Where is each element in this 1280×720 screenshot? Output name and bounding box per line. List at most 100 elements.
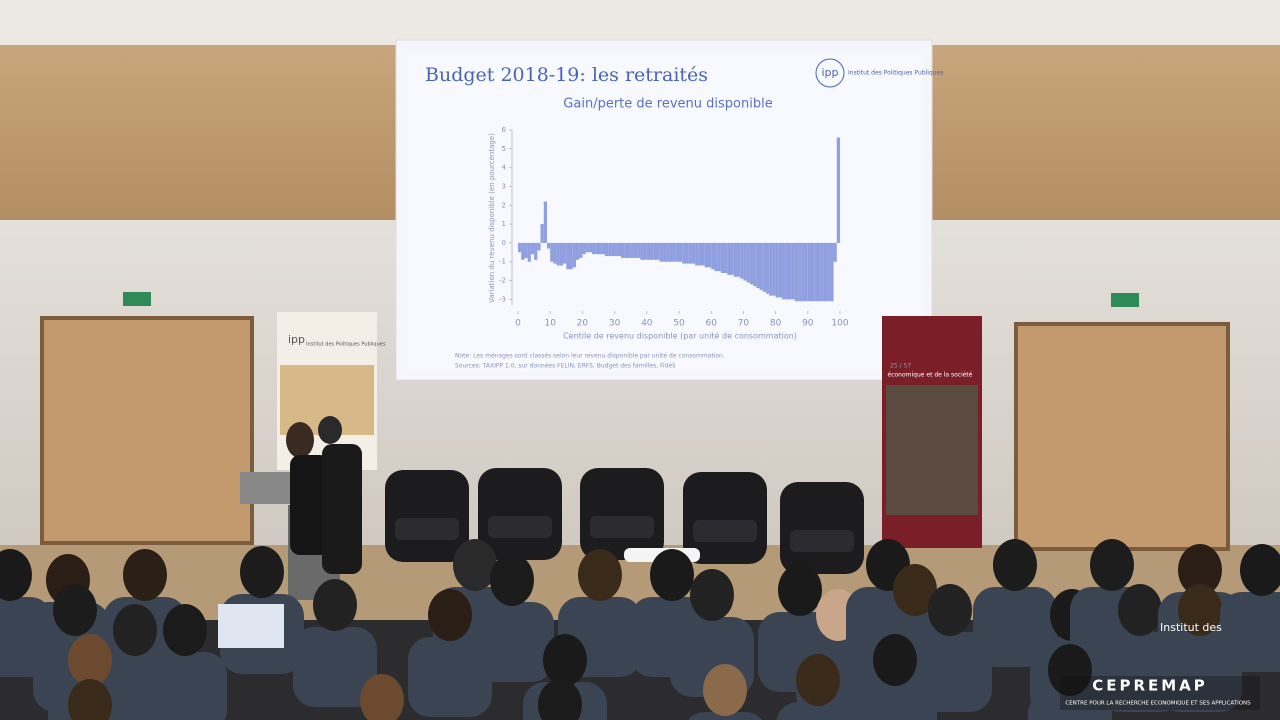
person-head (690, 569, 734, 621)
bar (537, 242, 541, 251)
door (40, 316, 254, 545)
chart-subtitle: Gain/perte de revenu disponible (563, 97, 772, 112)
x-tick-label: 90 (802, 319, 814, 329)
armchair-seat (790, 530, 854, 552)
bar (563, 242, 567, 264)
watermark-subtitle: CENTRE POUR LA RECHERCHE ECONOMIQUE ET S… (1065, 701, 1251, 707)
person-head (1090, 539, 1134, 591)
bar (659, 242, 663, 262)
person-head (873, 634, 917, 686)
bar (637, 242, 641, 258)
bar (743, 242, 747, 281)
person-body (688, 712, 762, 720)
y-tick-label: -1 (499, 258, 506, 266)
banner-photo (886, 385, 978, 515)
bar (527, 242, 531, 262)
laptop (240, 472, 296, 504)
person-body (776, 702, 860, 720)
armchair-seat (590, 516, 654, 538)
bar (759, 242, 763, 290)
x-tick-label: 50 (673, 319, 685, 329)
person-head (53, 584, 97, 636)
person-head (1178, 544, 1222, 596)
bar (711, 242, 715, 270)
bar (646, 242, 651, 260)
bar (769, 242, 773, 296)
y-tick-label: 4 (502, 164, 507, 172)
person-body (1220, 592, 1280, 672)
bar (817, 242, 821, 302)
armchair (385, 470, 469, 562)
person-head (360, 674, 404, 720)
bar (553, 242, 557, 264)
bar (653, 242, 657, 260)
bar (650, 242, 654, 260)
bar (675, 242, 679, 262)
speaker (318, 416, 342, 444)
armchair-seat (693, 520, 757, 542)
bar (733, 242, 737, 277)
ceiling (0, 0, 1280, 45)
y-tick-label: 3 (502, 182, 506, 190)
bar (569, 242, 573, 270)
slide-title: Budget 2018-19: les retraités (425, 64, 708, 86)
bar (785, 242, 789, 300)
speaker (322, 444, 362, 574)
y-tick-label: -2 (499, 277, 506, 285)
person-head (893, 564, 937, 616)
bar (830, 242, 834, 302)
bar (736, 242, 741, 277)
bar (679, 242, 683, 262)
person-head (453, 539, 497, 591)
audience (0, 539, 1280, 720)
person-head (0, 549, 32, 601)
bar (566, 242, 570, 270)
bar (765, 242, 770, 294)
person-body (408, 637, 492, 717)
bar (534, 242, 538, 260)
bar (778, 242, 783, 298)
person-head (428, 589, 472, 641)
bar (775, 242, 779, 298)
bar (762, 242, 766, 292)
bar (720, 242, 725, 274)
bar (604, 242, 609, 257)
bar (717, 242, 721, 272)
bar (836, 137, 840, 243)
bar (714, 242, 718, 272)
bar (756, 242, 760, 289)
bar (740, 242, 744, 279)
bar (704, 242, 708, 268)
armchair-seat (395, 518, 459, 540)
person-head (543, 634, 587, 686)
bar (814, 242, 818, 302)
person-head (1240, 544, 1280, 596)
x-tick-label: 70 (738, 319, 750, 329)
person-head (1118, 584, 1162, 636)
person-head (778, 564, 822, 616)
person-head (650, 549, 694, 601)
armchair (780, 482, 864, 574)
chart: Budget 2018-19: les retraités Gain/perte… (425, 58, 943, 370)
person-head (1048, 644, 1092, 696)
person-head (578, 549, 622, 601)
slide-note: Note: Les ménages sont classés selon leu… (455, 353, 725, 360)
bar (601, 242, 605, 255)
bar (518, 242, 522, 253)
x-axis-label: Centile de revenu disponible (par unité … (563, 331, 797, 341)
bar (611, 242, 615, 257)
bar (698, 242, 702, 266)
bar (691, 242, 696, 264)
watermark-name: CEPREMAP (1092, 677, 1208, 695)
bar (550, 242, 554, 262)
bar (595, 242, 599, 255)
person-head (123, 549, 167, 601)
bar (546, 242, 551, 249)
bar (749, 242, 754, 285)
y-tick-label: 1 (502, 220, 506, 228)
bar (685, 242, 689, 264)
bar (582, 242, 586, 255)
x-tick-label: 60 (705, 319, 717, 329)
bar (624, 242, 628, 258)
